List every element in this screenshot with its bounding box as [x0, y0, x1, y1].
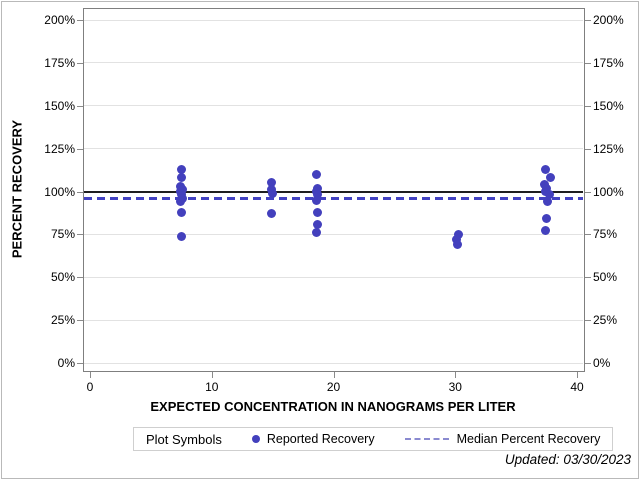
y-tick-label: 175%: [593, 55, 624, 70]
reference-line: [84, 190, 583, 193]
y-tick-right: [585, 277, 591, 279]
x-tick-label: 20: [326, 380, 341, 394]
y-gridline: [84, 148, 583, 150]
y-tick-left: [77, 105, 83, 107]
dashed-line-icon: [404, 438, 449, 440]
data-point: [176, 231, 186, 241]
y-tick-left: [77, 277, 83, 279]
x-tick: [90, 372, 91, 378]
data-point: [542, 214, 552, 224]
legend-item-median-recovery: Median Percent Recovery: [404, 432, 601, 446]
y-gridline: [84, 362, 583, 364]
y-tick-left: [77, 363, 83, 364]
data-point: [313, 219, 323, 229]
x-tick-label: 10: [205, 380, 219, 394]
y-tick-label: 0%: [57, 356, 75, 370]
data-point: [545, 173, 555, 183]
x-tick: [455, 372, 457, 378]
y-gridline: [84, 19, 583, 21]
y-tick-right: [585, 234, 591, 236]
data-point: [268, 188, 278, 198]
y-gridline: [84, 62, 583, 64]
x-tick: [211, 372, 213, 378]
data-point: [451, 235, 461, 245]
data-point: [311, 169, 321, 179]
y-tick-label: 75%: [593, 227, 618, 242]
footnote-updated-date: Updated: 03/30/2023: [504, 452, 631, 467]
y-tick-left: [77, 62, 83, 64]
plot-area: [83, 8, 585, 372]
y-tick-label: 125%: [44, 141, 75, 156]
y-tick-right: [585, 191, 591, 193]
y-tick-label: 25%: [593, 313, 618, 328]
y-tick-label: 125%: [593, 141, 624, 156]
data-point: [313, 190, 323, 200]
y-tick-left: [77, 20, 83, 21]
y-gridline: [84, 105, 583, 107]
y-axis-title-text: PERCENT RECOVERY: [9, 119, 25, 259]
y-gridline: [84, 319, 583, 321]
x-tick-label: 40: [570, 380, 584, 394]
y-tick-right: [585, 320, 591, 322]
data-point: [311, 195, 321, 205]
data-point: [176, 164, 186, 174]
x-tick: [577, 372, 579, 378]
legend-item-reported-recovery: Reported Recovery: [251, 432, 375, 446]
y-tick-right: [585, 105, 591, 107]
x-axis-title: EXPECTED CONCENTRATION IN NANOGRAMS PER …: [150, 399, 516, 414]
y-tick-label: 150%: [44, 98, 75, 113]
y-tick-label: 175%: [44, 55, 75, 70]
data-point: [540, 226, 550, 236]
y-tick-left: [77, 320, 83, 322]
data-point: [176, 173, 186, 183]
y-tick-right: [585, 62, 591, 64]
y-tick-label: 200%: [44, 13, 75, 27]
y-gridline: [84, 233, 583, 235]
data-point: [453, 240, 463, 250]
data-point: [266, 178, 276, 188]
y-tick-label: 0%: [593, 356, 611, 370]
y-tick-label: 100%: [593, 184, 624, 199]
dot-icon: [251, 435, 260, 443]
y-tick-left: [77, 234, 83, 236]
x-tick-label: 0: [86, 380, 94, 394]
y-tick-left: [77, 191, 83, 193]
data-point: [454, 229, 464, 239]
y-tick-right: [585, 363, 591, 364]
legend-item-label: Reported Recovery: [266, 432, 375, 446]
legend-title: Plot Symbols: [146, 431, 222, 447]
y-tick-label: 150%: [593, 98, 624, 113]
y-tick-label: 100%: [44, 184, 75, 199]
y-tick-right: [585, 20, 591, 21]
data-point: [544, 190, 554, 200]
y-tick-label: 25%: [50, 313, 75, 328]
data-point: [543, 197, 553, 207]
data-point: [176, 207, 186, 217]
y-tick-label: 200%: [593, 13, 624, 27]
y-tick-label: 75%: [50, 227, 75, 242]
data-point: [175, 197, 185, 207]
median-line: [84, 196, 583, 200]
y-tick-label: 50%: [593, 270, 618, 285]
y-tick-left: [77, 148, 83, 150]
x-tick-label: 30: [448, 380, 462, 394]
y-tick-right: [585, 148, 591, 150]
y-tick-label: 50%: [50, 270, 75, 285]
data-point: [266, 209, 276, 219]
data-point: [311, 228, 321, 238]
y-gridline: [84, 276, 583, 278]
x-tick: [333, 372, 335, 378]
data-point: [540, 164, 550, 174]
data-point: [313, 207, 323, 217]
legend-item-label: Median Percent Recovery: [456, 432, 601, 446]
legend: Plot Symbols Reported Recovery Median Pe…: [133, 427, 614, 451]
